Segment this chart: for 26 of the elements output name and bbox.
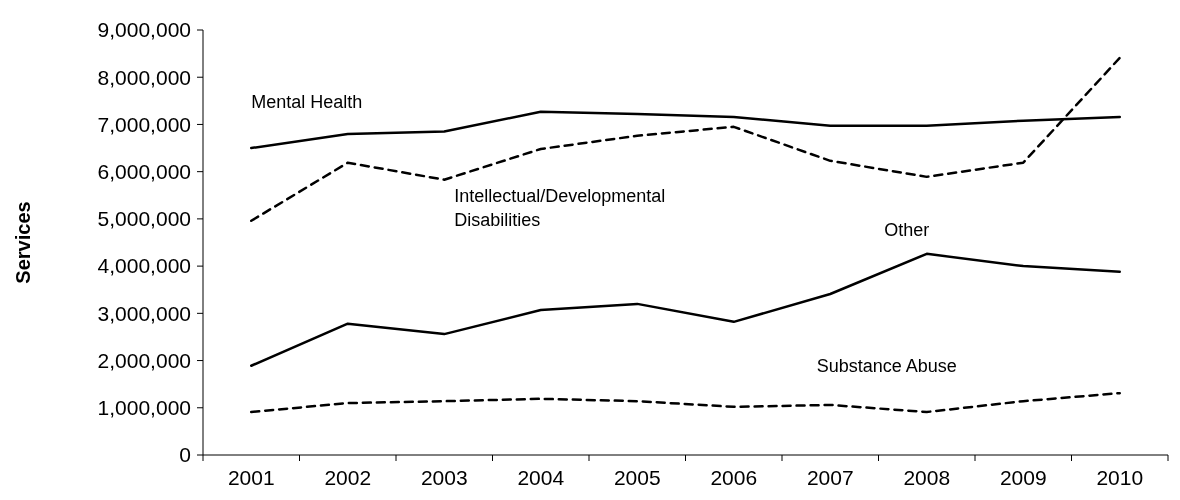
line-series [250, 391, 1121, 414]
x-tick-label: 2006 [710, 466, 758, 489]
y-tick-label: 7,000,000 [97, 112, 191, 136]
x-tick-label: 2005 [613, 466, 661, 489]
x-tick-label: 2002 [324, 466, 372, 489]
y-tick-label: 8,000,000 [97, 65, 191, 89]
x-tick-label: 2003 [420, 466, 468, 489]
y-tick-label: 6,000,000 [97, 160, 191, 184]
series-label: Other [884, 219, 930, 240]
x-tick-label: 2009 [999, 466, 1047, 489]
series-label: Mental Health [251, 92, 363, 113]
y-tick-label: 5,000,000 [97, 207, 191, 231]
x-tick-label: 2008 [903, 466, 951, 489]
x-tick-label: 2007 [806, 466, 854, 489]
series-label: Intellectual/Developmental Disabilities [454, 185, 666, 230]
y-tick-label: 0 [179, 443, 191, 467]
x-tick-label: 2010 [1096, 466, 1144, 489]
x-tick-label: 2004 [517, 466, 565, 489]
y-tick-label: 9,000,000 [97, 18, 191, 42]
y-tick-label: 4,000,000 [97, 254, 191, 278]
y-tick-label: 3,000,000 [97, 301, 191, 325]
y-axis-title: Services [12, 201, 34, 284]
y-tick-label: 2,000,000 [97, 348, 191, 372]
series-label: Substance Abuse [816, 356, 957, 377]
y-tick-label: 1,000,000 [97, 396, 191, 420]
x-tick-label: 2001 [227, 466, 275, 489]
